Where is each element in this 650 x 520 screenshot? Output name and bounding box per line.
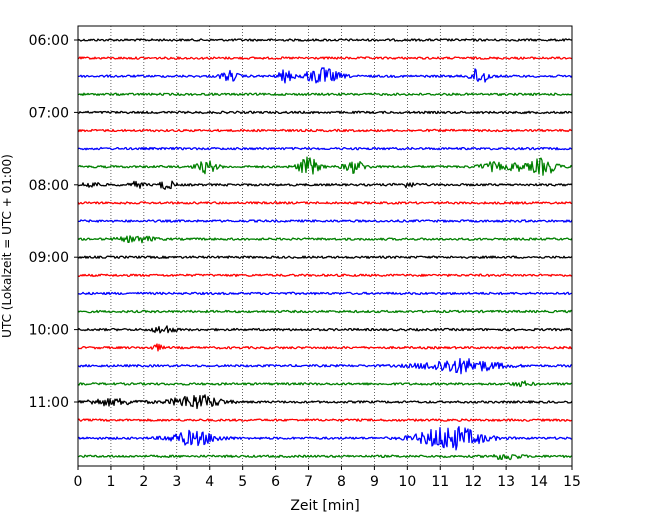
x-tick-label-1: 1 bbox=[106, 474, 115, 490]
trace-1100 bbox=[77, 394, 573, 410]
trace-0800 bbox=[77, 180, 573, 190]
y-tick-label-0600: 06:00 bbox=[29, 33, 69, 49]
x-tick-label-13: 13 bbox=[497, 474, 515, 490]
trace-1130 bbox=[77, 426, 573, 451]
trace-0930 bbox=[77, 291, 573, 296]
x-tick-label-8: 8 bbox=[337, 474, 346, 490]
trace-0945 bbox=[77, 309, 573, 314]
trace-1000 bbox=[77, 325, 573, 334]
trace-1145 bbox=[77, 454, 573, 461]
trace-0700 bbox=[77, 110, 573, 115]
x-tick-label-3: 3 bbox=[172, 474, 181, 490]
y-axis-ticks: 06:00 07:00 08:00 09:00 10:00 11:00 bbox=[29, 33, 78, 411]
plot-frame bbox=[77, 25, 573, 467]
vertical-gridlines bbox=[110, 26, 540, 466]
trace-0845 bbox=[77, 235, 573, 244]
trace-1030 bbox=[77, 357, 573, 375]
trace-1015 bbox=[77, 343, 573, 352]
trace-0915 bbox=[77, 273, 573, 278]
trace-0645 bbox=[77, 92, 573, 97]
trace-0815 bbox=[77, 201, 572, 205]
trace-0615 bbox=[77, 56, 573, 60]
x-axis-ticks: 0 1 2 3 4 5 6 7 8 9 10 11 12 13 14 15 bbox=[74, 466, 581, 490]
trace-0600 bbox=[77, 38, 573, 42]
y-tick-label-1100: 11:00 bbox=[29, 395, 69, 411]
x-tick-label-14: 14 bbox=[530, 474, 548, 490]
y-tick-label-0700: 07:00 bbox=[29, 105, 69, 121]
x-tick-label-10: 10 bbox=[398, 474, 416, 490]
x-tick-label-0: 0 bbox=[74, 474, 83, 490]
trace-0900 bbox=[77, 255, 573, 259]
trace-0730 bbox=[77, 146, 572, 151]
y-tick-label-1000: 10:00 bbox=[29, 323, 69, 339]
x-tick-label-5: 5 bbox=[238, 474, 247, 490]
x-tick-label-12: 12 bbox=[464, 474, 482, 490]
x-tick-label-7: 7 bbox=[304, 474, 313, 490]
x-tick-label-9: 9 bbox=[370, 474, 379, 490]
x-tick-label-2: 2 bbox=[139, 474, 148, 490]
trace-1115 bbox=[77, 418, 573, 422]
y-tick-label-0900: 09:00 bbox=[29, 250, 69, 266]
x-axis-label: Zeit [min] bbox=[290, 498, 359, 514]
trace-0715 bbox=[77, 128, 573, 133]
x-tick-label-6: 6 bbox=[271, 474, 280, 490]
x-tick-label-11: 11 bbox=[431, 474, 449, 490]
trace-0630 bbox=[77, 67, 573, 84]
trace-0830 bbox=[77, 219, 573, 223]
x-tick-label-4: 4 bbox=[205, 474, 214, 490]
trace-0745 bbox=[77, 156, 573, 176]
y-tick-label-0800: 08:00 bbox=[29, 178, 69, 194]
y-axis-label: UTC (Lokalzeit = UTC + 01:00) bbox=[0, 154, 14, 338]
trace-1045 bbox=[77, 380, 573, 388]
seismic-traces bbox=[77, 38, 573, 461]
x-tick-label-15: 15 bbox=[563, 474, 581, 490]
